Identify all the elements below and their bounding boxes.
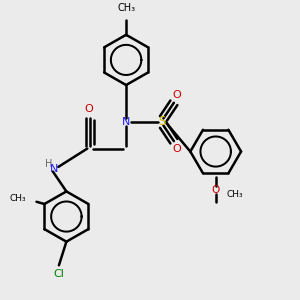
Text: N: N (50, 164, 59, 174)
Text: Cl: Cl (53, 269, 64, 279)
Text: S: S (158, 116, 166, 128)
Text: N: N (122, 117, 130, 127)
Text: O: O (172, 144, 181, 154)
Text: O: O (172, 90, 181, 100)
Text: O: O (212, 185, 220, 195)
Text: CH₃: CH₃ (10, 194, 26, 203)
Text: O: O (84, 104, 93, 114)
Text: H: H (45, 159, 52, 169)
Text: CH₃: CH₃ (117, 3, 135, 13)
Text: CH₃: CH₃ (226, 190, 243, 199)
